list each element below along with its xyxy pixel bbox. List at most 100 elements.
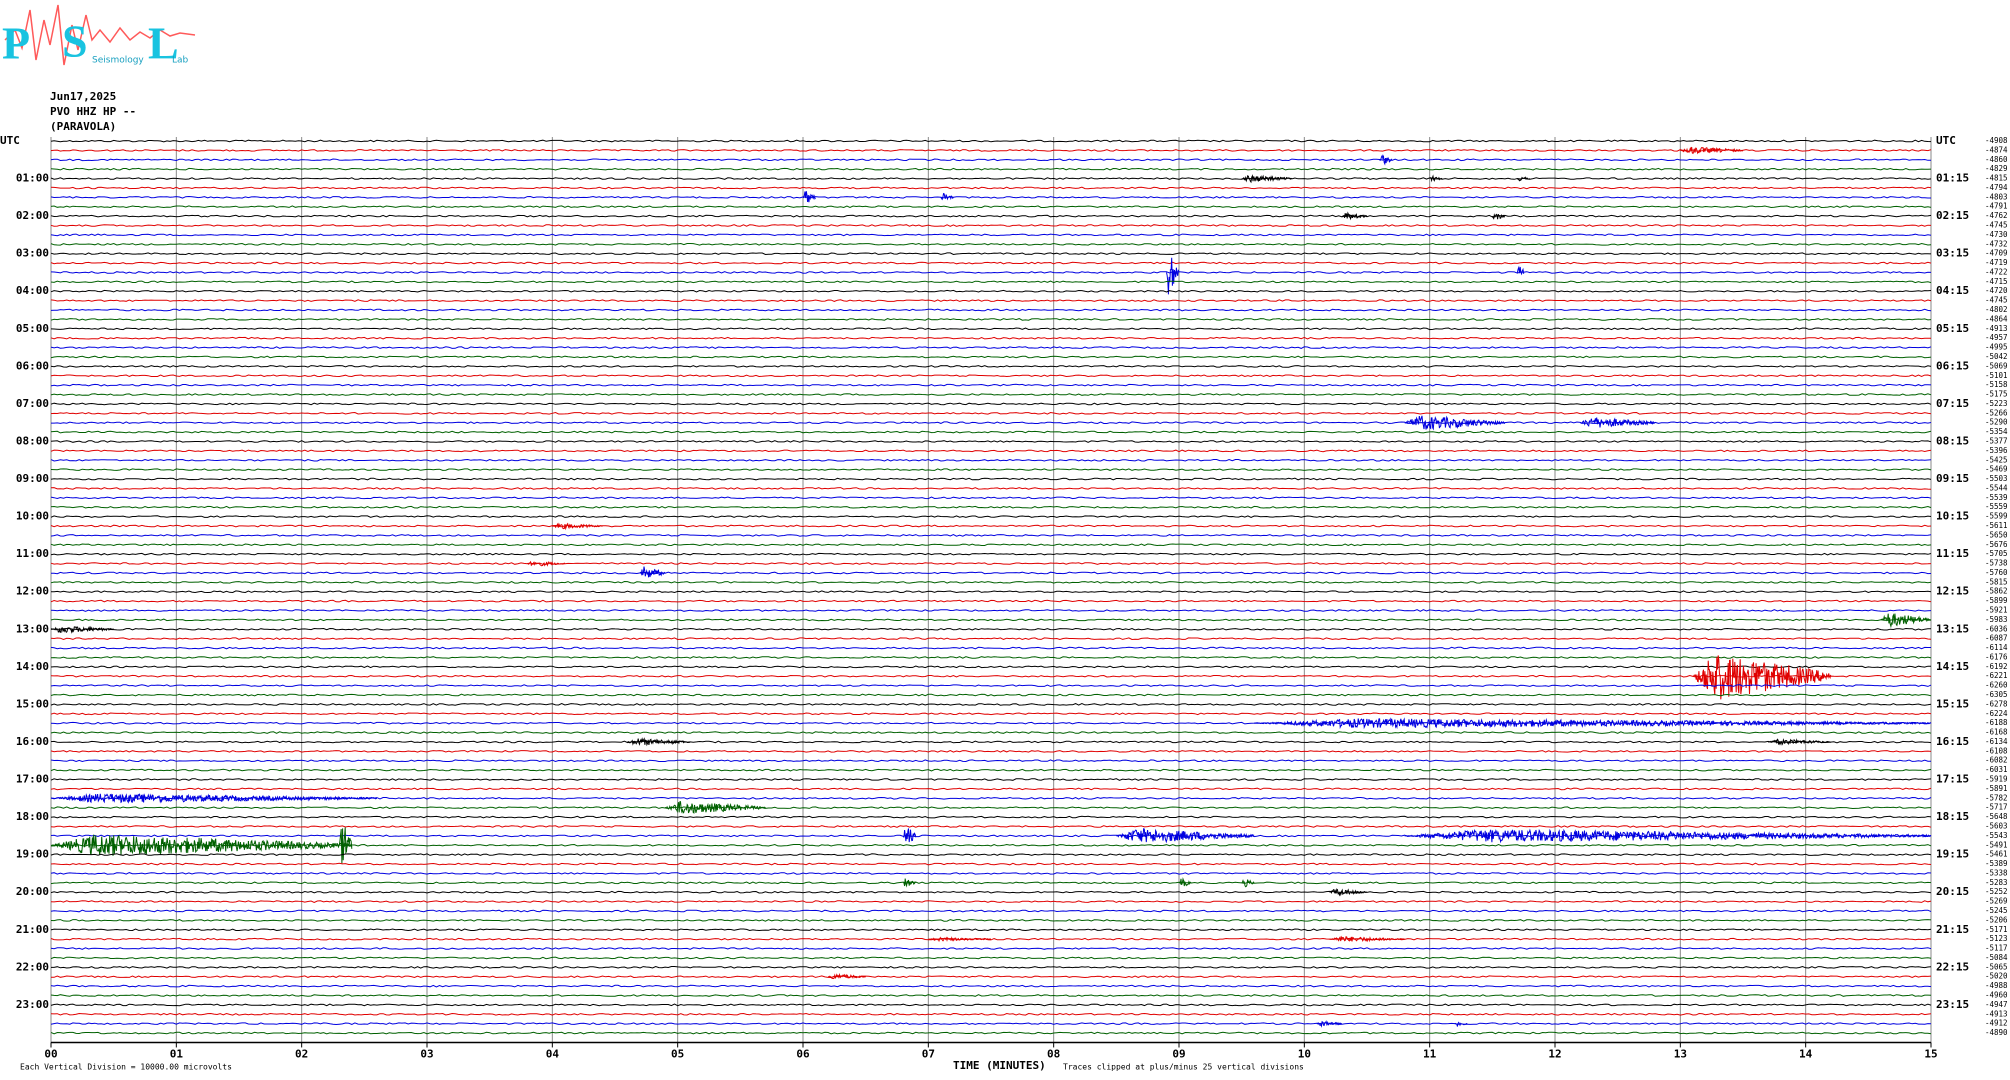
trace-offset: -5503 (1985, 474, 2008, 483)
trace-offset: -5117 (1985, 944, 2008, 953)
hour-label-right: 06:15 (1936, 359, 1969, 372)
trace (50, 778, 1932, 781)
seismic-event (1178, 877, 1192, 887)
trace (50, 440, 1932, 443)
hour-label: 15:00 (16, 697, 49, 710)
x-tick-label: 03 (420, 1047, 433, 1060)
logo: P S L Seismology Lab (2, 4, 196, 69)
hour-label: 07:00 (16, 397, 49, 410)
seismic-event (828, 972, 866, 980)
seismic-event (1680, 146, 1744, 155)
hour-label: UTC (0, 134, 20, 147)
trace-offset: -5544 (1985, 483, 2008, 492)
trace-offset: -5065 (1985, 962, 2008, 971)
hour-label: 09:00 (16, 472, 49, 485)
trace-offset: -5921 (1985, 606, 2008, 615)
trace (50, 158, 1932, 162)
trace (50, 365, 1932, 368)
trace-offset: -5252 (1985, 887, 2008, 896)
scale-note: Each Vertical Division = 10000.00 microv… (20, 1063, 232, 1072)
trace (50, 815, 1932, 819)
trace (50, 674, 1932, 678)
hour-label-right: 01:15 (1936, 172, 1969, 185)
trace (51, 571, 1932, 575)
x-tick-label: 11 (1423, 1047, 1437, 1060)
hour-label-right: 17:15 (1936, 773, 1969, 786)
trace (50, 487, 1932, 490)
trace (50, 318, 1932, 321)
hour-label-right: 20:15 (1936, 885, 1969, 898)
trace-offset: -6168 (1985, 728, 2008, 737)
trace (50, 984, 1932, 988)
trace (50, 411, 1932, 415)
hour-label-right: 22:15 (1936, 960, 1969, 973)
trace (50, 796, 1932, 800)
trace-offset: -4715 (1985, 277, 2008, 286)
trace (50, 534, 1932, 537)
hour-label-right: 08:15 (1936, 434, 1969, 447)
hour-label-right: 15:15 (1936, 697, 1969, 710)
trace-offset: -4960 (1985, 990, 2008, 999)
trace-offset: -5717 (1985, 803, 2008, 812)
x-axis-title: TIME (MINUTES) (953, 1059, 1046, 1072)
trace-offset: -4957 (1985, 333, 2008, 342)
trace (50, 233, 1932, 237)
seismic-event (928, 936, 992, 943)
trace (50, 843, 1932, 847)
trace (50, 703, 1932, 706)
trace-offset: -6114 (1985, 643, 2008, 652)
trace-offset: -5101 (1985, 371, 2008, 380)
trace (50, 271, 1932, 274)
trace-offset: -5266 (1985, 408, 2008, 417)
trace (50, 468, 1932, 471)
trace (50, 637, 1932, 641)
trace-offset: -5648 (1985, 812, 2008, 821)
seismic-event (1768, 738, 1831, 746)
trace (50, 374, 1932, 378)
x-tick-label: 09 (1172, 1047, 1185, 1060)
trace (50, 693, 1932, 697)
trace (50, 759, 1931, 763)
x-tick-label: 00 (44, 1047, 57, 1060)
logo-letter: S (62, 16, 88, 67)
trace (50, 806, 1932, 810)
trace-offset: -5919 (1985, 775, 2008, 784)
trace (50, 1003, 1932, 1007)
trace (50, 909, 1932, 913)
trace-offset: -6108 (1985, 746, 2008, 755)
trace (50, 496, 1932, 500)
trace-offset: -4720 (1985, 286, 2008, 295)
clip-note: Traces clipped at plus/minus 25 vertical… (1063, 1063, 1304, 1072)
trace (50, 524, 1932, 528)
hour-label: 10:00 (16, 510, 49, 523)
trace-offset: -4912 (1985, 1019, 2008, 1028)
trace-offset: -5603 (1985, 821, 2008, 830)
seismic-event (1116, 828, 1255, 844)
hour-label: 06:00 (16, 359, 49, 372)
trace (50, 1022, 1932, 1026)
trace-offset: -4995 (1985, 343, 2008, 352)
hour-label: 22:00 (16, 960, 49, 973)
seismic-event (50, 834, 353, 856)
trace-offset: -5042 (1985, 352, 2008, 361)
trace (50, 994, 1932, 997)
trace-offset: -4732 (1985, 239, 2008, 248)
hour-label: 05:00 (16, 322, 49, 335)
logo-wave (4, 4, 196, 66)
trace (50, 599, 1932, 603)
trace-offset: -6260 (1985, 681, 2008, 690)
trace (50, 242, 1932, 246)
trace (50, 477, 1932, 481)
trace (50, 580, 1932, 584)
hour-label: 03:00 (16, 247, 49, 260)
seismic-event (940, 192, 954, 201)
trace (50, 656, 1932, 659)
trace (50, 900, 1932, 903)
trace-offset: -4709 (1985, 249, 2008, 258)
trace (50, 881, 1932, 885)
hour-label: 21:00 (16, 923, 49, 936)
seismic-event (903, 878, 917, 888)
trace (50, 740, 1932, 744)
x-tick-label: 06 (796, 1047, 810, 1060)
